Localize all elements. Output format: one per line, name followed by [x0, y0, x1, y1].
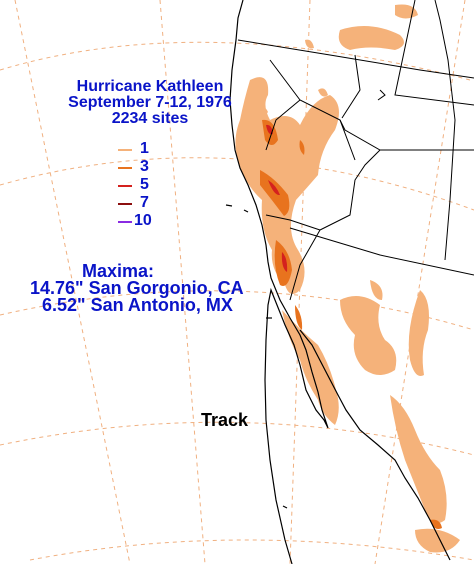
legend-swatch-7	[118, 203, 132, 205]
graticule-line	[0, 421, 474, 456]
graticule-line	[0, 290, 474, 331]
title-line-1: Hurricane Kathleen	[76, 78, 224, 95]
title-line-3: 2234 sites	[111, 110, 189, 127]
graticule-line	[0, 157, 474, 211]
rainfall-5-inch	[266, 124, 288, 272]
track-label: Track	[201, 410, 249, 430]
hurricane-track	[434, 0, 456, 261]
graticule-line	[29, 539, 474, 561]
legend-swatch-3	[118, 167, 132, 169]
graticule-line	[374, 0, 466, 564]
rainfall-1-inch	[235, 4, 460, 553]
graticule-line	[159, 0, 206, 564]
maxima-heading: Maxima:	[82, 261, 155, 281]
legend-swatch-5	[118, 185, 132, 187]
coastline	[225, 0, 451, 564]
rainfall-3-inch	[260, 119, 442, 529]
legend-label-3: 3	[140, 158, 149, 175]
title-line-2: September 7-12, 1976	[68, 94, 232, 111]
legend-label-1: 1	[140, 140, 149, 157]
legend-swatch-1	[118, 149, 132, 151]
graticule-line	[0, 41, 471, 81]
legend-label-7: 7	[140, 194, 149, 211]
legend-swatch-10	[118, 221, 132, 223]
legend-label-5: 5	[140, 176, 149, 193]
maxima-line-2: 6.52" San Antonio, MX	[42, 295, 233, 315]
maxima-line-1: 14.76" San Gorgonio, CA	[30, 278, 244, 298]
legend-label-10: 10	[134, 212, 152, 229]
state-borders	[237, 0, 474, 301]
